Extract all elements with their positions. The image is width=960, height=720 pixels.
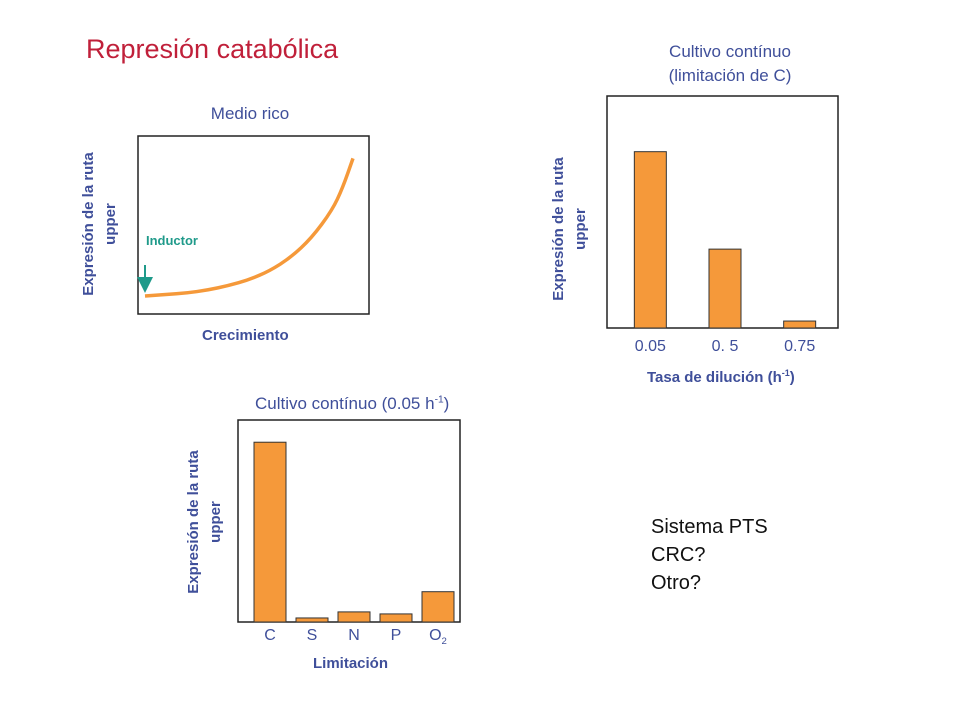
chart3-tick-label: N (348, 627, 360, 644)
chart3-tick-label: P (390, 627, 402, 644)
chart3-title-base: Cultivo contínuo (0.05 h (255, 394, 435, 413)
chart3-tick-label: S (306, 627, 318, 644)
slide-title: Represión catabólica (86, 34, 339, 64)
chart3-bar-4 (379, 613, 413, 623)
chart1-plot-frame (137, 135, 370, 315)
chart2-tick-label: 0. 5 (711, 338, 739, 355)
notes-list: Sistema PTS CRC? Otro? (651, 513, 768, 597)
note-item: Otro? (651, 572, 702, 594)
chart2-xlabel-end: ) (789, 369, 795, 386)
chart3-tick-label: C (264, 627, 276, 644)
note-item: Sistema PTS (651, 516, 768, 538)
chart3-xlabel: Limitación (313, 655, 389, 672)
chart2-xlabel-sup: -1 (781, 368, 790, 378)
chart1-xlabel: Crecimiento (202, 327, 289, 344)
chart2-bar-1 (633, 151, 667, 329)
inductor-label: Inductor (146, 233, 198, 248)
chart2-title: Cultivo contínuo (limitación de C) (640, 40, 820, 88)
chart2-title-line2: (limitación de C) (668, 66, 792, 85)
chart3-bar-5 (421, 591, 455, 623)
chart3-title-sup: -1 (434, 394, 444, 406)
chart3-bar-1 (253, 441, 287, 623)
chart1-curve (144, 157, 355, 298)
chart2-title-line1: Cultivo contínuo (669, 42, 791, 61)
chart3-title: Cultivo contínuo (0.05 h-1) (255, 394, 449, 414)
chart2-bar-3 (783, 320, 817, 329)
chart2-xlabel: Tasa de dilución (h-1) (647, 368, 795, 386)
chart3-bar-3 (337, 611, 371, 623)
chart2-xlabel-base: Tasa de dilución (h (647, 369, 782, 386)
chart3-tick-label: O2 (429, 627, 447, 648)
chart2-tick-label: 0.75 (784, 338, 816, 355)
chart2-tick-label: 0.05 (634, 338, 666, 355)
chart3-title-end: ) (443, 394, 450, 413)
note-item: CRC? (651, 544, 706, 566)
chart3-bar-2 (295, 617, 329, 623)
chart1-title: Medio rico (210, 104, 290, 123)
chart2-bar-2 (708, 248, 742, 329)
